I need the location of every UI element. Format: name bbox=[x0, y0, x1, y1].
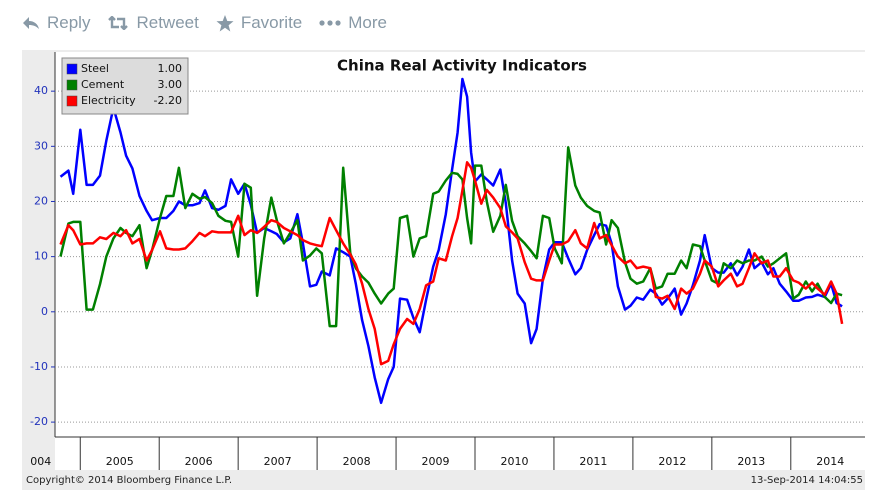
x-tick-label: 2009 bbox=[422, 455, 450, 468]
copyright: Copyright© 2014 Bloomberg Finance L.P. bbox=[26, 475, 232, 486]
x-tick-label: 2008 bbox=[343, 455, 371, 468]
x-tick-label: 2013 bbox=[737, 455, 765, 468]
reply-label: Reply bbox=[47, 13, 91, 32]
y-tick-label: 30 bbox=[34, 139, 48, 152]
reply-button[interactable]: Reply bbox=[22, 13, 90, 33]
favorite-label: Favorite bbox=[240, 13, 303, 32]
favorite-button[interactable]: Favorite bbox=[216, 13, 302, 33]
y-tick-label: -10 bbox=[30, 360, 48, 373]
x-tick-label: 2012 bbox=[658, 455, 686, 468]
reply-icon bbox=[23, 17, 39, 29]
x-tick-label: 004 bbox=[30, 455, 51, 468]
legend-label: Electricity bbox=[81, 94, 136, 107]
retweet-icon bbox=[108, 16, 129, 30]
x-tick-label: 2007 bbox=[264, 455, 292, 468]
y-tick-label: 10 bbox=[34, 250, 48, 263]
x-tick-label: 2006 bbox=[185, 455, 213, 468]
y-tick-label: 40 bbox=[34, 84, 48, 97]
x-tick-label: 2005 bbox=[106, 455, 134, 468]
y-tick-label: -20 bbox=[30, 415, 48, 428]
favorite-icon bbox=[216, 14, 234, 31]
x-axis-band bbox=[55, 437, 865, 470]
timestamp: 13-Sep-2014 14:04:55 bbox=[751, 475, 863, 486]
legend-value: -2.20 bbox=[154, 94, 182, 107]
chart-title: China Real Activity Indicators bbox=[337, 57, 587, 75]
legend-swatch bbox=[66, 79, 78, 91]
legend-value: 1.00 bbox=[158, 62, 183, 75]
legend-label: Steel bbox=[81, 62, 109, 75]
series-line bbox=[59, 161, 844, 366]
x-tick-label: 2014 bbox=[816, 455, 844, 468]
x-tick-label: 2010 bbox=[500, 455, 528, 468]
legend-label: Cement bbox=[81, 78, 125, 91]
y-tick-label: 20 bbox=[34, 194, 48, 207]
legend-swatch bbox=[66, 63, 78, 75]
more-button[interactable]: More bbox=[319, 13, 387, 33]
more-label: More bbox=[348, 13, 387, 32]
series-line bbox=[59, 146, 843, 328]
x-tick-label: 2011 bbox=[579, 455, 607, 468]
legend-swatch bbox=[66, 95, 78, 107]
tweet-actions: Reply Retweet Favorite More bbox=[22, 10, 404, 36]
legend-box bbox=[61, 57, 189, 115]
y-tick-label: 0 bbox=[41, 305, 48, 318]
more-icon bbox=[319, 20, 341, 26]
retweet-button[interactable]: Retweet bbox=[107, 13, 199, 33]
retweet-label: Retweet bbox=[136, 13, 199, 32]
legend-value: 3.00 bbox=[158, 78, 183, 91]
